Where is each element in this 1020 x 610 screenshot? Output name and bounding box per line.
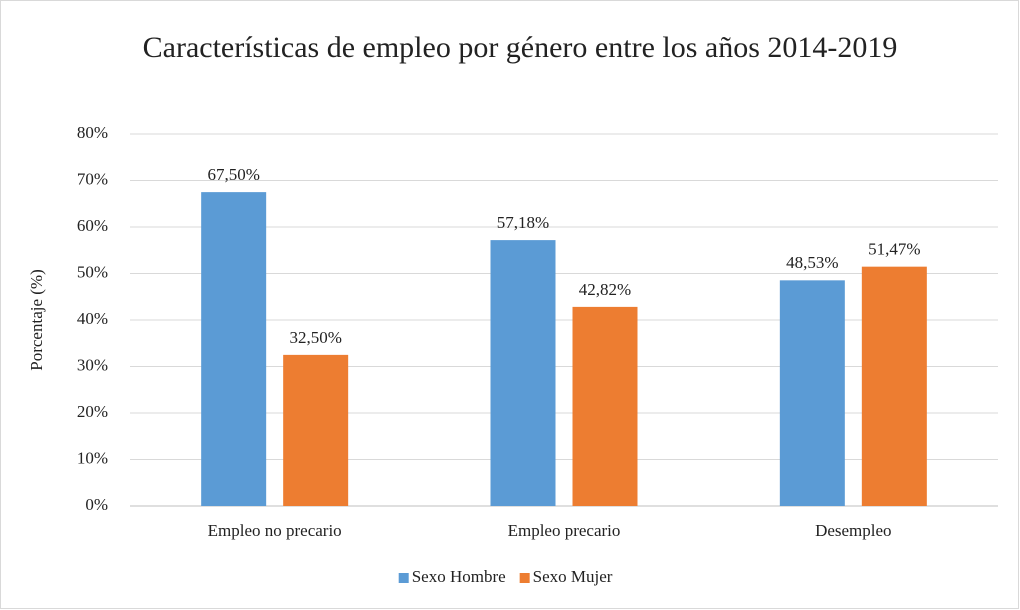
y-tick-label: 10% [77,448,108,467]
value-label: 32,50% [289,328,341,347]
bar [779,280,845,506]
y-tick-label: 50% [77,262,108,281]
x-tick-label: Empleo precario [508,521,621,540]
legend-swatch [398,573,409,583]
bar [572,306,638,506]
y-tick-label: 30% [77,355,108,374]
y-tick-label: 70% [77,169,108,188]
legend-swatch [519,573,530,583]
chart-title: Características de empleo por género ent… [142,31,898,64]
legend-label: Sexo Mujer [533,567,613,586]
y-tick-label: 60% [77,216,108,235]
value-label: 67,50% [207,165,259,184]
value-label: 57,18% [497,213,549,232]
y-tick-label: 80% [77,123,108,142]
value-label: 51,47% [868,240,920,259]
y-tick-label: 20% [77,402,108,421]
y-tick-label: 0% [85,495,108,514]
bar [861,266,927,506]
bar [283,354,349,506]
y-tick-label: 40% [77,309,108,328]
legend-label: Sexo Hombre [412,567,506,586]
bar [201,192,267,506]
value-label: 42,82% [579,280,631,299]
x-tick-label: Desempleo [815,521,891,540]
y-axis-label: Porcentaje (%) [27,269,46,370]
bar [490,240,556,506]
value-label: 48,53% [786,253,838,272]
x-tick-label: Empleo no precario [208,521,342,540]
